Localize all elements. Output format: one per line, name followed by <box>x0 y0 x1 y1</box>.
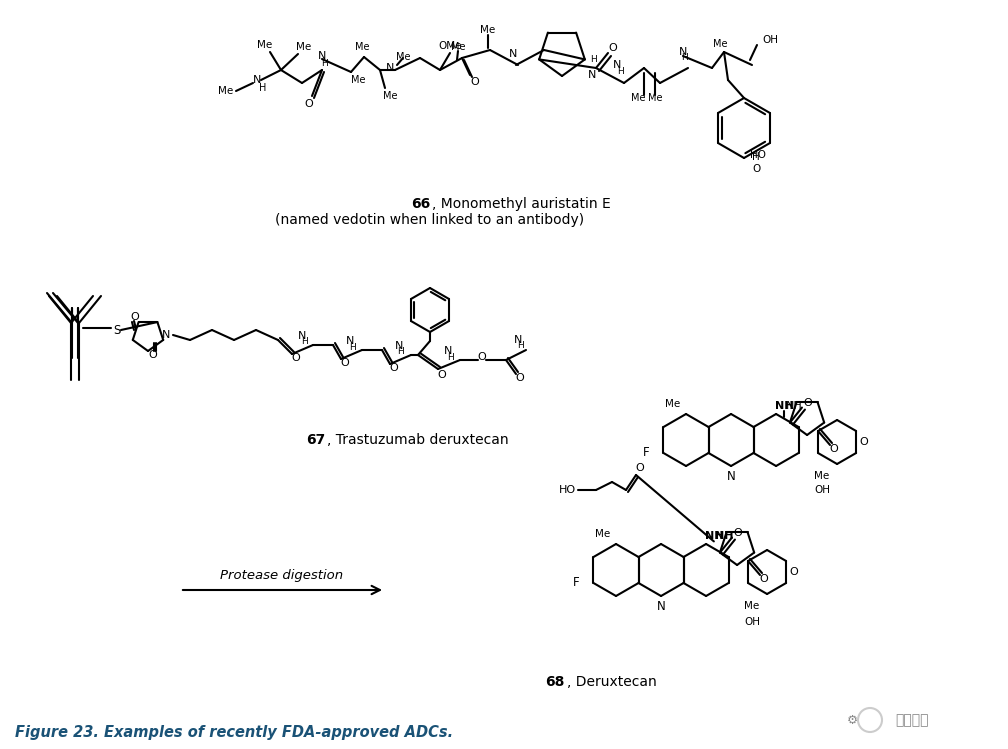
Text: Me: Me <box>596 529 611 539</box>
Text: O: O <box>291 353 300 363</box>
Text: HO: HO <box>558 485 576 495</box>
Text: ⚙: ⚙ <box>847 714 858 727</box>
Text: O: O <box>148 350 157 360</box>
Text: Me: Me <box>481 25 496 35</box>
Text: Me: Me <box>296 42 311 52</box>
Text: N: N <box>678 47 687 57</box>
Text: H: H <box>397 348 404 357</box>
Text: H: H <box>349 342 356 351</box>
Text: O: O <box>734 527 742 538</box>
Text: N: N <box>346 336 354 346</box>
Text: OH: OH <box>762 35 778 45</box>
Text: N: N <box>656 599 665 613</box>
Text: H: H <box>681 53 688 62</box>
Text: 66: 66 <box>410 197 430 211</box>
Text: N: N <box>588 70 596 80</box>
Text: Me: Me <box>631 93 645 103</box>
Text: N: N <box>318 51 327 61</box>
Text: Me: Me <box>351 75 365 85</box>
Text: O: O <box>636 463 644 473</box>
Text: H
O: H O <box>752 152 760 174</box>
Text: Me: Me <box>713 39 727 49</box>
Text: N: N <box>395 341 403 351</box>
Text: Me: Me <box>396 52 410 62</box>
Text: F: F <box>574 577 580 589</box>
Text: OH: OH <box>814 485 830 495</box>
Text: Protease digestion: Protease digestion <box>221 568 344 581</box>
Text: F: F <box>643 446 650 459</box>
Text: O: O <box>789 567 798 577</box>
Text: H: H <box>322 58 329 67</box>
Text: O: O <box>760 574 768 584</box>
Text: NH: NH <box>715 531 733 541</box>
Text: O: O <box>860 437 869 447</box>
Text: O: O <box>516 373 524 383</box>
Text: Me: Me <box>648 93 662 103</box>
Text: O: O <box>830 444 839 454</box>
Text: H: H <box>591 55 597 64</box>
Text: O: O <box>803 398 812 407</box>
Text: , Monomethyl auristatin E: , Monomethyl auristatin E <box>432 197 611 211</box>
Text: N: N <box>162 330 170 340</box>
Text: Me: Me <box>745 601 760 611</box>
Text: Me: Me <box>451 42 466 52</box>
Text: N: N <box>297 331 306 341</box>
Text: O: O <box>478 352 487 362</box>
Text: Figure 23. Examples of recently FDA-approved ADCs.: Figure 23. Examples of recently FDA-appr… <box>15 726 454 741</box>
Text: 精准药物: 精准药物 <box>895 713 928 727</box>
Text: N: N <box>253 75 261 85</box>
Text: H: H <box>617 67 623 76</box>
Text: OH: OH <box>744 617 760 627</box>
Text: H: H <box>300 338 307 347</box>
Text: , Deruxtecan: , Deruxtecan <box>566 675 657 689</box>
Text: OMe: OMe <box>438 41 462 51</box>
Text: Me: Me <box>665 399 680 409</box>
Text: HO: HO <box>750 150 766 160</box>
Text: O: O <box>131 312 139 322</box>
Text: 67: 67 <box>305 433 325 447</box>
Text: N: N <box>386 63 394 73</box>
Text: O: O <box>437 370 447 380</box>
Text: H: H <box>447 353 454 362</box>
Text: Me: Me <box>355 42 369 52</box>
Text: H: H <box>517 342 523 351</box>
Text: N: N <box>514 335 522 345</box>
Text: N: N <box>509 49 517 59</box>
Text: O: O <box>390 363 398 373</box>
Text: , Trastuzumab deruxtecan: , Trastuzumab deruxtecan <box>327 433 509 447</box>
Text: N: N <box>613 60 621 70</box>
Text: NH: NH <box>774 401 793 411</box>
Text: Me: Me <box>814 471 830 481</box>
Text: O: O <box>471 77 480 87</box>
Text: O: O <box>609 43 617 53</box>
Text: H: H <box>259 83 267 93</box>
Text: N: N <box>444 346 453 356</box>
Text: O: O <box>341 358 350 368</box>
Text: (named vedotin when linked to an antibody): (named vedotin when linked to an antibod… <box>275 213 585 227</box>
Text: S: S <box>113 324 121 336</box>
Text: 68: 68 <box>545 675 565 689</box>
Text: Me: Me <box>383 91 397 101</box>
Text: NH: NH <box>705 531 723 542</box>
Text: Me: Me <box>257 40 272 50</box>
Text: O: O <box>304 99 313 109</box>
Text: N: N <box>727 470 736 482</box>
Text: NH: NH <box>785 401 802 411</box>
Text: Me: Me <box>218 86 233 96</box>
